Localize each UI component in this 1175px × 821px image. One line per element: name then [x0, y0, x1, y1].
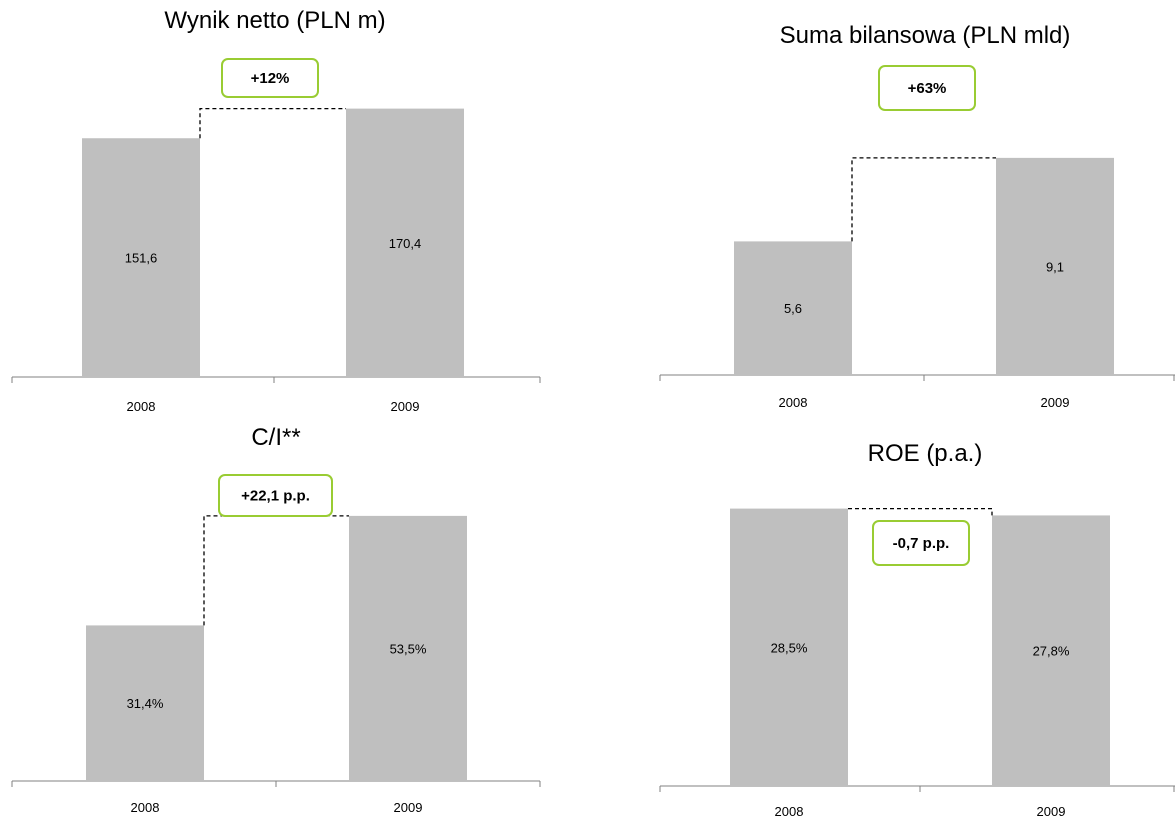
change-connector [203, 515, 349, 626]
category-label: 2008 [131, 800, 160, 815]
category-label: 2008 [779, 395, 808, 410]
chart-title: C/I** [251, 424, 300, 451]
change-badge-label: +12% [251, 70, 290, 87]
category-label: 2008 [127, 399, 156, 414]
bar-value-label: 5,6 [784, 301, 802, 316]
chart-panel-1: Wynik netto (PLN m) 151,6 2008 170,4 2009 +12… [11, 7, 541, 414]
bar-value-label: 27,8% [1033, 644, 1070, 659]
bar-value-label: 28,5% [771, 640, 808, 655]
chart-title: Suma bilansowa (PLN mld) [780, 22, 1071, 49]
change-connector [199, 107, 346, 139]
change-connector [848, 507, 993, 516]
bar-2008 [86, 625, 204, 781]
change-badge [221, 58, 319, 98]
bar-2008 [730, 508, 848, 786]
category-label: 2009 [1041, 395, 1070, 410]
category-label: 2009 [391, 399, 420, 414]
chart-title: Wynik netto (PLN m) [164, 7, 385, 34]
category-label: 2008 [775, 804, 804, 816]
bar-2009 [349, 515, 467, 781]
category-label: 2009 [1037, 804, 1066, 816]
bar-value-label: 31,4% [127, 696, 164, 711]
bar-value-label: 9,1 [1046, 259, 1064, 274]
bar-2008 [82, 138, 200, 377]
bar-value-label: 151,6 [125, 251, 158, 266]
change-badge [872, 520, 970, 566]
bar-2009 [992, 515, 1110, 786]
bar-2008 [734, 241, 852, 375]
bar-value-label: 53,5% [390, 641, 427, 656]
category-label: 2009 [394, 800, 423, 815]
change-badge [878, 65, 976, 111]
change-badge-label: +22,1 p.p. [241, 488, 310, 505]
chart-panel-3: C/I** 31,4% 2008 53,5% 2009 +22,1 p.p. [11, 424, 541, 815]
chart-title: ROE (p.a.) [868, 440, 983, 467]
change-badge [218, 474, 333, 517]
change-connector [851, 157, 996, 242]
chart-panel-4: ROE (p.a.) 28,5% 2008 27,8% 2009 -0,7 p.p. [659, 440, 1175, 819]
chart-panel-2: Suma bilansowa (PLN mld) 5,6 2008 9,1 2009 +6… [659, 22, 1175, 410]
bar-value-label: 170,4 [389, 236, 422, 251]
bar-2009 [996, 157, 1114, 375]
bar-2009 [346, 108, 464, 378]
change-badge-label: -0,7 p.p. [893, 535, 950, 552]
change-badge-label: +63% [908, 80, 947, 97]
